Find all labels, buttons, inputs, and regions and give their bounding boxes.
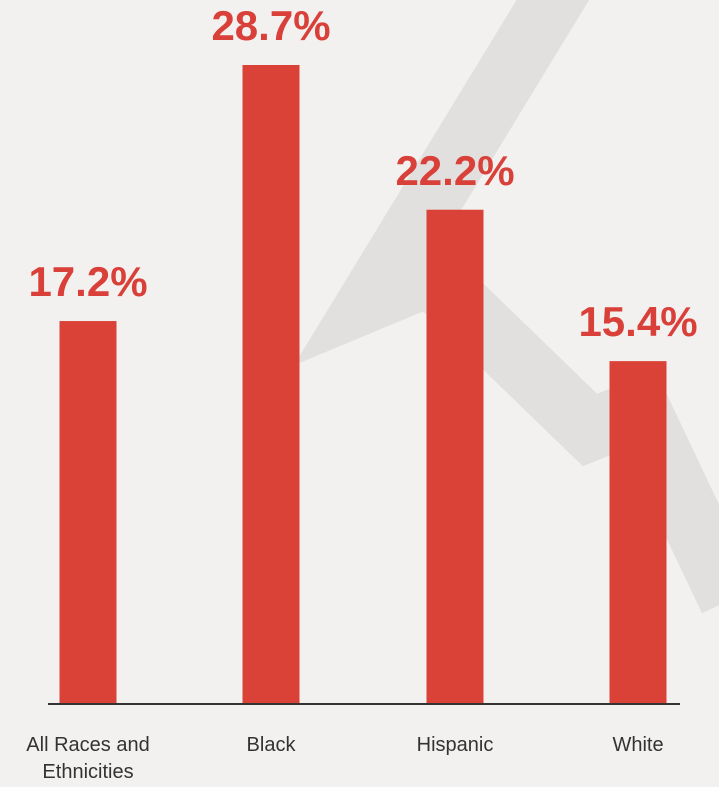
value-label: 17.2% [28, 258, 147, 305]
plot: 17.2% 28.7% 22.2% 15.4% [28, 2, 698, 704]
value-label: 22.2% [395, 147, 514, 194]
bar [609, 361, 667, 704]
category-label: Black [246, 734, 296, 756]
category-label: White [612, 734, 664, 756]
value-label: 28.7% [211, 2, 330, 49]
bar [426, 209, 484, 704]
value-label: 15.4% [578, 298, 697, 345]
category-label: Hispanic [416, 734, 494, 756]
bar [59, 321, 117, 704]
category-label: All Races and Ethnicities [26, 734, 150, 783]
bar [242, 65, 300, 704]
